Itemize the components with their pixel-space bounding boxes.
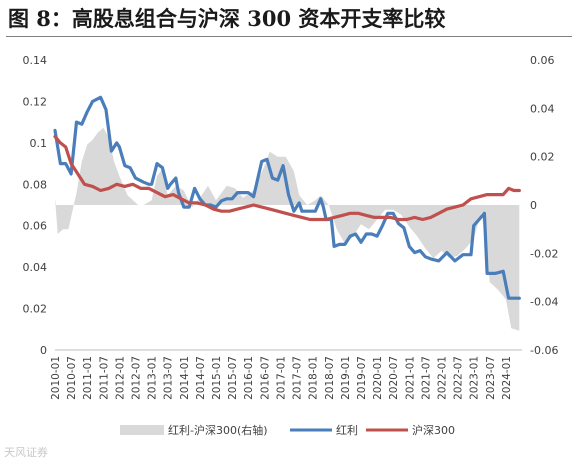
- y-right-tick-label: 0.02: [530, 151, 555, 164]
- x-tick-label: 2023-07: [485, 356, 497, 400]
- x-tick-label: 2022-07: [453, 356, 465, 400]
- x-tick-label: 2017-07: [292, 356, 304, 400]
- y-left-tick-label: 0.08: [23, 178, 48, 191]
- x-tick-label: 2022-01: [436, 356, 448, 400]
- x-tick-label: 2011-01: [82, 356, 94, 400]
- y-left-tick-label: 0.04: [23, 261, 48, 274]
- x-tick-label: 2012-01: [114, 356, 126, 400]
- x-tick-label: 2017-01: [275, 356, 287, 400]
- title-divider: [6, 36, 572, 37]
- y-left-tick-label: 0.1: [30, 137, 48, 150]
- series-area-dividend-minus-csi300: [55, 127, 520, 331]
- y-left-tick-label: 0.12: [23, 95, 48, 108]
- y-left-tick-label: 0.02: [23, 303, 48, 316]
- y-left-tick-label: 0.06: [23, 220, 48, 233]
- y-right-tick-label: 0: [530, 199, 537, 212]
- x-tick-label: 2012-07: [131, 356, 143, 400]
- x-tick-label: 2018-07: [324, 356, 336, 400]
- y-right-tick-label: -0.06: [530, 344, 558, 357]
- x-tick-label: 2015-01: [211, 356, 223, 400]
- legend-key-area: [120, 425, 164, 435]
- x-tick-label: 2011-07: [98, 356, 110, 400]
- series-line-dividend: [53, 95, 521, 300]
- legend-label: 沪深300: [412, 423, 455, 437]
- x-tick-label: 2021-01: [404, 356, 416, 400]
- capex-ratio-chart: 0 0.02 0.04 0.06 0.08 0.1 0.12 0.14 -0.06 -0.04 -0…: [23, 54, 559, 437]
- x-tick-label: 2010-01: [50, 356, 62, 400]
- y-right-tick-label: 0.04: [530, 102, 555, 115]
- x-tick-label: 2019-01: [340, 356, 352, 400]
- x-tick-label: 2013-01: [147, 356, 159, 400]
- x-tick-label: 2021-07: [420, 356, 432, 400]
- x-tick-label: 2020-07: [388, 356, 400, 400]
- y-right-tick-label: 0.06: [530, 54, 555, 67]
- x-tick-label: 2014-07: [195, 356, 207, 400]
- series-line-csi300: [53, 134, 521, 222]
- y-right-tick-label: -0.02: [530, 247, 558, 260]
- page-title: 图 8：高股息组合与沪深 300 资本开支率比较: [8, 6, 446, 31]
- legend-label: 红利: [336, 424, 358, 437]
- legend-label: 红利-沪深300(右轴): [168, 423, 268, 437]
- x-tick-label: 2010-07: [66, 356, 78, 400]
- x-tick-label: 2015-07: [227, 356, 239, 400]
- watermark-text: 天风证券: [4, 446, 48, 459]
- y-left-tick-label: 0: [40, 344, 47, 357]
- x-tick-label: 2016-01: [243, 356, 255, 400]
- chart-container: 0 0.02 0.04 0.06 0.08 0.1 0.12 0.14 -0.06 -0.04 -0…: [0, 38, 580, 464]
- x-tick-label: 2020-01: [372, 356, 384, 400]
- x-tick-label: 2013-07: [163, 356, 175, 400]
- x-tick-label: 2023-01: [469, 356, 481, 400]
- y-left-tick-label: 0.14: [23, 54, 48, 67]
- x-tick-label: 2018-01: [308, 356, 320, 400]
- y-right-tick-label: -0.04: [530, 296, 558, 309]
- x-tick-label: 2024-01: [501, 356, 513, 400]
- x-tick-label: 2019-07: [356, 356, 368, 400]
- x-tick-label: 2014-01: [179, 356, 191, 400]
- x-tick-label: 2016-07: [259, 356, 271, 400]
